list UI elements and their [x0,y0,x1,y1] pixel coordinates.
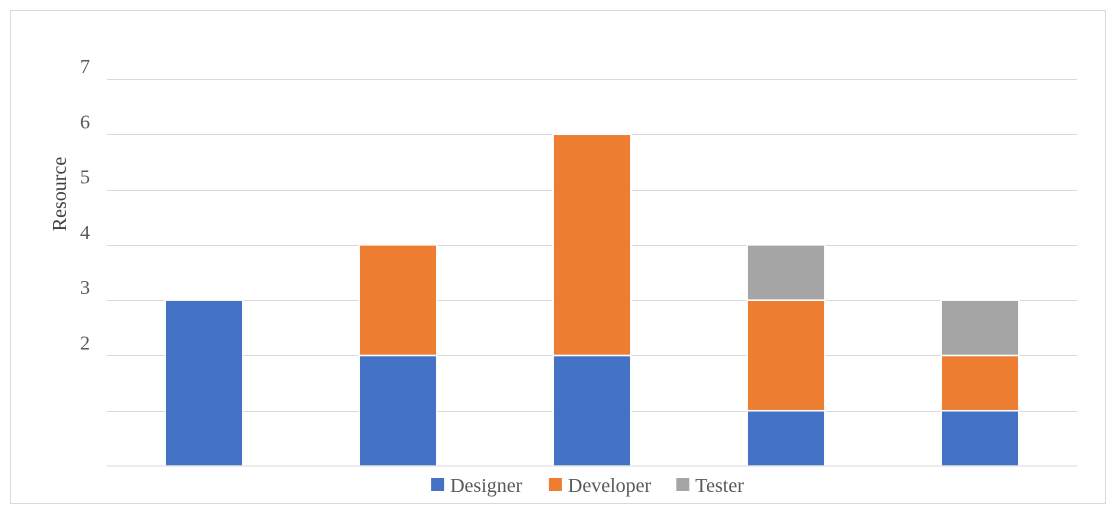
bar-segment-tester [746,244,826,301]
legend-swatch-tester [676,478,690,491]
legend-label-developer: Developer [568,475,652,497]
y-tick-label: 7 [80,56,90,78]
y-tick-label: 3 [80,277,90,299]
y-axis-label: Resource [49,157,71,232]
bars [164,133,1020,467]
legend-swatch-developer [548,478,562,491]
legend-swatch-designer [431,478,445,491]
bar-segment-developer [552,133,632,357]
y-tick-label: 2 [80,332,90,354]
y-tick-label: 4 [80,222,90,244]
y-tick-label: 6 [80,111,90,133]
bar-segment-designer [552,354,632,467]
bar-segment-developer [358,244,438,357]
bar-segment-designer [164,299,244,467]
bar-segment-designer [940,409,1020,467]
bar-segment-tester [940,299,1020,357]
bar-segment-developer [746,299,826,412]
y-axis-ticks: 2 3 4 5 6 7 [80,56,90,354]
bar-segment-developer [940,354,1020,412]
bar-segment-designer [746,409,826,467]
y-tick-label: 5 [80,167,90,189]
bar-segment-designer [358,354,438,467]
legend-label-designer: Designer [450,475,523,497]
legend: Designer Developer Tester [431,475,744,497]
legend-label-tester: Tester [695,475,744,497]
